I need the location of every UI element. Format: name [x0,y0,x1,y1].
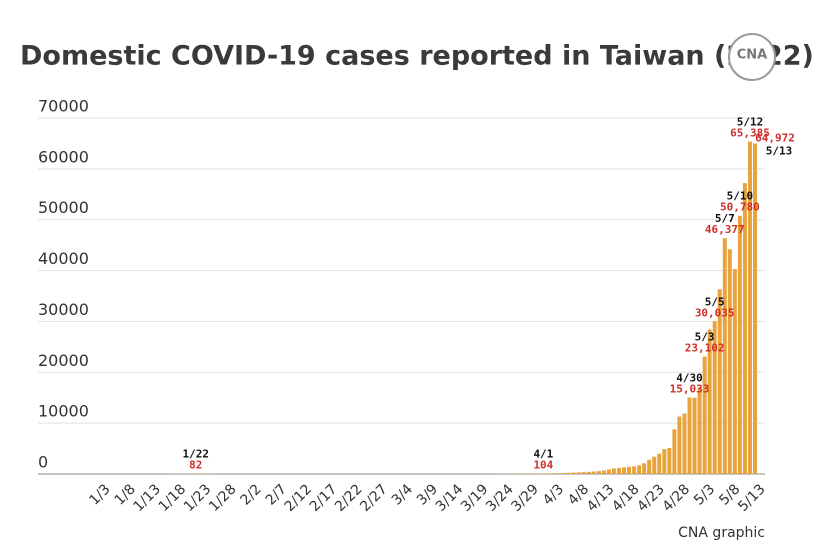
y-tick-label: 50000 [38,198,89,217]
value-label: 30,035 [695,306,735,319]
bar [747,141,752,474]
logo-text: CNA [737,48,767,63]
bar [742,183,747,474]
bar [657,453,662,474]
x-tick-label: 4/28 [660,481,694,515]
bar [697,388,702,474]
bar [606,469,611,474]
bar [546,473,551,474]
x-tick-label: 3/4 [389,481,416,508]
x-tick-label: 3/19 [458,481,492,515]
point-date-label: 5/13 [766,145,793,158]
bar [541,473,546,474]
bar [672,429,677,474]
bar [581,472,586,474]
bar [632,466,637,474]
x-tick-label: 2/12 [282,481,316,515]
x-tick-label: 2/27 [357,481,391,515]
point-date-label: 4/30 [676,372,703,385]
bar [652,456,657,474]
point-date-label: 4/1 [533,447,553,460]
y-tick-label: 70000 [38,97,89,116]
x-tick-label: 3/14 [433,481,467,515]
x-tick-label: 4/3 [540,481,567,508]
bar [591,471,596,474]
bar [551,473,556,474]
bar [576,472,581,474]
bar [682,413,687,474]
bar [556,473,561,474]
bar [596,471,601,474]
bar [647,459,652,474]
value-label: 23,102 [685,342,725,355]
bar [627,466,632,474]
value-label: 50,780 [720,201,760,214]
bar [737,215,742,474]
value-label: 104 [533,458,553,471]
x-tick-label: 2/2 [238,481,265,508]
x-tick-label: 5/13 [735,481,769,515]
bar [566,472,571,474]
bar [692,397,697,474]
point-date-label: 5/10 [727,190,754,203]
logo: CNA [728,33,776,81]
y-tick-label: 60000 [38,147,89,166]
bar [571,472,576,474]
point-date-label: 5/7 [715,212,735,225]
x-tick-label: 3/29 [508,481,542,515]
bar [702,356,707,474]
y-tick-label: 10000 [38,402,89,421]
value-label: 46,377 [705,223,745,236]
value-label: 15,033 [670,383,710,396]
y-tick-label: 40000 [38,249,89,268]
bar [677,416,682,474]
bar [637,465,642,474]
bar [611,468,616,474]
logo-ring [728,33,776,81]
bar [722,238,727,474]
value-label: 82 [189,459,202,472]
bar [732,269,737,474]
chart-title: Domestic COVID-19 cases reported in Taiw… [20,41,814,72]
bar [707,329,712,474]
point-date-label: 5/5 [705,295,725,308]
bar [616,467,621,474]
bar [586,471,591,474]
y-tick-label: 0 [38,453,48,472]
y-tick-label: 20000 [38,351,89,370]
credit: CNA graphic [678,525,765,541]
x-tick-label: 3/24 [483,481,517,515]
x-tick-label: 2/22 [332,481,366,515]
bar [601,470,606,474]
x-tick-label: 4/18 [609,481,643,515]
value-label: 65,385 [730,126,770,139]
point-date-label: 1/22 [182,448,209,461]
x-tick-label: 1/3 [86,481,113,508]
x-tick-label: 1/28 [206,481,240,515]
x-tick-label: 4/13 [584,481,618,515]
point-date-label: 5/12 [737,115,764,128]
bar [727,249,732,474]
bar [717,289,722,474]
bar [561,472,566,474]
bar [687,397,692,474]
x-tick-label: 1/23 [181,481,215,515]
bar [712,321,717,474]
bar [642,463,647,474]
value-label: 64,972 [755,132,795,145]
x-tick-label: 2/17 [307,481,341,515]
bar [667,448,672,474]
bar [662,449,667,474]
bar [622,467,626,474]
x-tick-label: 5/3 [691,481,718,508]
point-date-label: 5/3 [695,331,715,344]
x-tick-label: 1/13 [130,481,164,515]
bar [753,143,757,474]
y-tick-label: 30000 [38,300,89,319]
x-tick-label: 4/23 [634,481,668,515]
x-tick-label: 1/18 [156,481,190,515]
